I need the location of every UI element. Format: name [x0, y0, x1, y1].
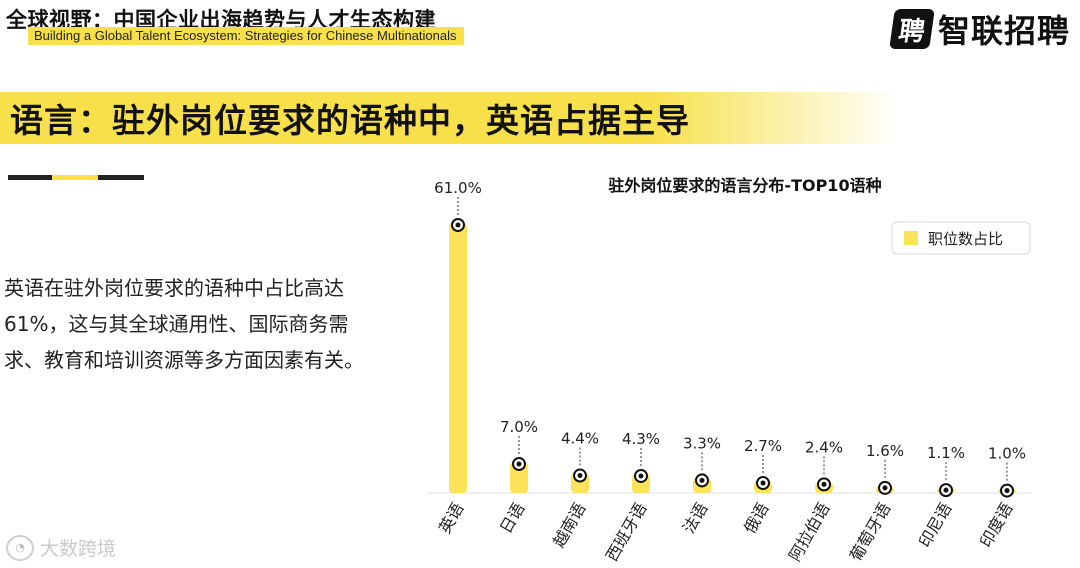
chart-title: 驻外岗位要求的语言分布-TOP10语种	[608, 176, 881, 195]
data-label: 61.0%	[434, 179, 482, 197]
bar-group: 7.0% 日语	[496, 418, 538, 537]
bar-group: 1.0% 印度语	[976, 445, 1026, 551]
bar-group: 61.0% 英语	[434, 179, 482, 537]
logo-text: 智联招聘	[937, 12, 1070, 50]
bar-marker-dot	[821, 481, 827, 487]
bar-marker-dot	[882, 485, 888, 491]
zhaopin-logo-icon: 聘	[889, 9, 935, 49]
data-label: 1.1%	[927, 444, 965, 462]
bar-group: 4.4% 越南语	[549, 430, 599, 551]
data-label: 2.4%	[805, 438, 843, 456]
summary-text: 英语在驻外岗位要求的语种中占比高达61%，这与其全球通用性、国际商务需求、教育和…	[4, 276, 364, 372]
data-label: 1.6%	[866, 442, 904, 460]
category-label: 西班牙语	[602, 500, 650, 565]
category-label: 越南语	[549, 500, 589, 551]
divider-segment-dark	[8, 175, 52, 180]
bar-group: 2.4% 阿拉伯语	[785, 438, 843, 564]
data-label: 3.3%	[683, 434, 721, 452]
brand-watermark-icon: ◔	[6, 534, 34, 561]
category-label: 日语	[496, 500, 528, 537]
bar-日语	[510, 462, 528, 493]
data-label: 2.7%	[744, 437, 782, 455]
watermark: ◔ 大数跨境	[6, 534, 116, 561]
legend-swatch	[904, 231, 918, 245]
data-label: 4.4%	[561, 430, 599, 448]
bar-marker-dot	[577, 473, 583, 479]
category-label: 葡萄牙语	[846, 500, 894, 565]
language-bar-chart: 驻外岗位要求的语言分布-TOP10语种 职位数占比 61.0% 英语 7.0% 日语 4…	[428, 176, 1032, 565]
bar-group: 4.3% 西班牙语	[602, 430, 660, 564]
bar-group: 1.6% 葡萄牙语	[846, 442, 904, 565]
headline-highlight	[0, 92, 900, 144]
bar-英语	[449, 223, 467, 493]
watermark-text: 大数跨境	[40, 538, 117, 560]
report-subtitle: Building a Global Talent Ecosystem: Stra…	[28, 27, 465, 45]
category-label: 印尼语	[915, 500, 955, 551]
legend-box	[891, 221, 1031, 255]
zhaopin-logo: 聘 智联招聘	[889, 6, 1070, 52]
chart-legend: 职位数占比	[891, 221, 1031, 255]
bar-marker-dot	[943, 487, 949, 493]
bar-marker-dot	[455, 222, 461, 228]
divider-segment-yellow	[52, 175, 98, 180]
data-label: 4.3%	[622, 430, 660, 448]
bar-marker-dot	[1004, 488, 1010, 494]
legend-label: 职位数占比	[928, 230, 1003, 248]
bar-marker-dot	[638, 473, 644, 479]
category-label: 英语	[435, 500, 467, 537]
bar-group: 1.1% 印尼语	[915, 444, 965, 550]
bar-marker-dot	[699, 477, 705, 483]
category-label: 法语	[679, 500, 711, 537]
data-label: 1.0%	[988, 445, 1026, 463]
divider-segment-dark	[98, 175, 144, 180]
bar-marker-dot	[760, 480, 766, 486]
category-label: 阿拉伯语	[785, 500, 833, 565]
data-label: 7.0%	[500, 418, 538, 436]
page-headline: 语言：驻外岗位要求的语种中，英语占据主导	[10, 101, 690, 140]
category-label: 俄语	[740, 500, 772, 537]
bar-group: 2.7% 俄语	[740, 437, 782, 537]
category-label: 印度语	[976, 500, 1016, 551]
bar-marker-dot	[516, 461, 522, 467]
bar-group: 3.3% 法语	[679, 434, 721, 536]
